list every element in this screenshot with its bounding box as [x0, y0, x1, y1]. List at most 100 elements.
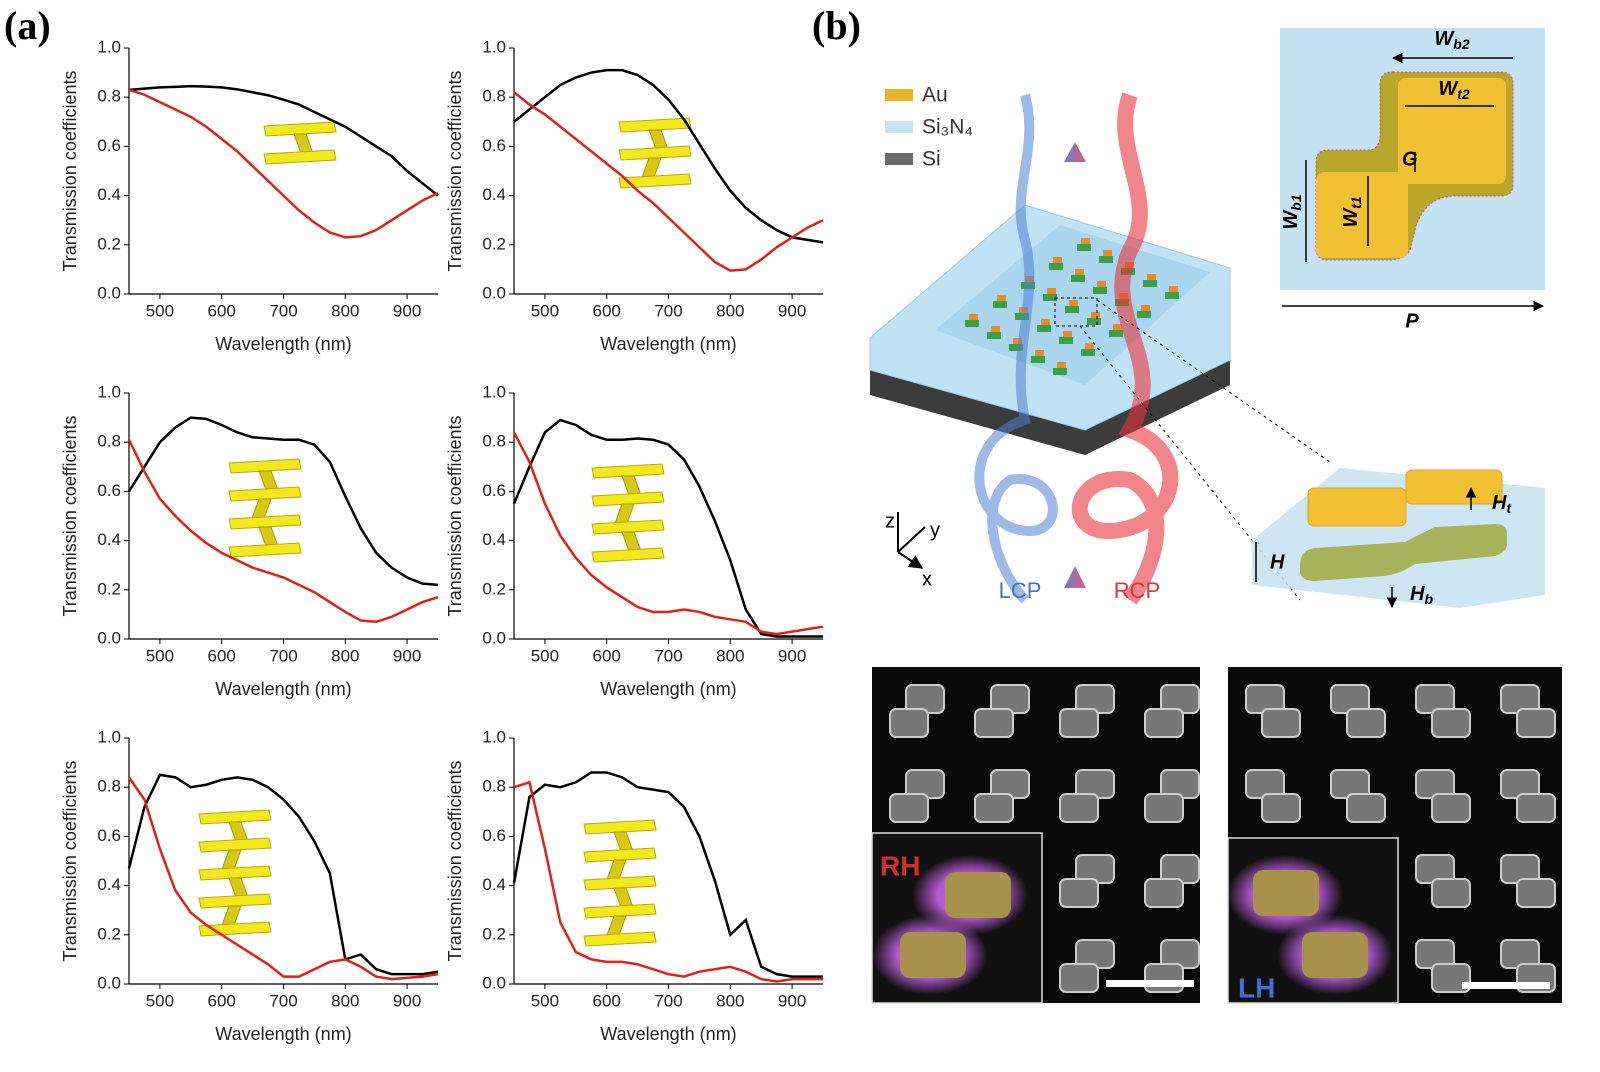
y-tick-label: 0.6	[482, 481, 506, 500]
axis-arrows	[897, 512, 925, 568]
scale-bar	[1462, 982, 1550, 989]
inset-bar	[263, 149, 337, 165]
y-tick-label: 1.0	[482, 382, 506, 401]
nano-top	[1075, 269, 1084, 275]
x-tick-label: 900	[393, 991, 421, 1010]
data-line	[512, 418, 823, 638]
scale-bar	[1106, 980, 1194, 987]
legend-label: Si	[922, 148, 941, 171]
y-axis-title: Transmission coefficients	[445, 70, 465, 271]
nano-base	[965, 320, 979, 327]
x-tick-label: 800	[716, 646, 744, 665]
x-tick-label: 700	[654, 301, 682, 320]
data-line	[128, 84, 439, 197]
rcp-helix	[1071, 92, 1179, 605]
chart: 0.0 0.2 0.4 0.6 0.8 1.0 500 600 700 800 900 Wavelen…	[445, 382, 824, 699]
y-tick-label: 0.8	[97, 87, 121, 106]
au-top	[1405, 469, 1503, 505]
sem-particle	[1253, 870, 1319, 916]
inset-bar	[198, 921, 272, 937]
nano-top	[1041, 319, 1050, 325]
x-axis-title: Wavelength (nm)	[215, 1024, 351, 1044]
nano-top	[1113, 324, 1122, 330]
sem-particle	[1431, 708, 1471, 738]
x-tick-label: 500	[531, 646, 559, 665]
sem-particle	[945, 872, 1011, 918]
nano-base	[1009, 344, 1023, 351]
y-tick-label: 0.0	[482, 973, 506, 992]
nano-base	[1087, 318, 1101, 325]
x-axis-title: Wavelength (nm)	[600, 334, 736, 354]
y-axis-title: Transmission coefficients	[445, 415, 465, 616]
data-line	[513, 68, 824, 244]
data-line	[127, 416, 439, 587]
x-tick-label: 500	[146, 301, 174, 320]
x-tick-label: 500	[146, 646, 174, 665]
inset-bar	[228, 542, 302, 558]
y-tick-label: 0.8	[482, 87, 506, 106]
sem-particle	[1431, 878, 1471, 908]
x-tick-label: 600	[208, 301, 236, 320]
sem-particle	[1144, 793, 1184, 823]
sem-particle	[1431, 963, 1471, 993]
nano-base	[1031, 356, 1045, 363]
dimension-label: Ht	[1492, 492, 1512, 515]
y-tick-label: 0.2	[482, 579, 506, 598]
nano-top	[1053, 257, 1062, 263]
x-tick-label: 700	[269, 646, 297, 665]
dimension-label: Wb1	[1280, 194, 1303, 229]
y-axis-title: Transmission coefficients	[60, 760, 80, 961]
sem-particle	[900, 932, 966, 978]
arrow	[1064, 566, 1086, 588]
nano-base	[1143, 280, 1157, 287]
x-tick-label: 900	[778, 991, 806, 1010]
y-tick-label: 0.6	[482, 136, 506, 155]
axis-label: y	[930, 519, 940, 541]
y-tick-label: 0.0	[482, 283, 506, 302]
nano-top	[1013, 338, 1022, 344]
lcp-helix	[974, 93, 1058, 604]
x-axis-title: Wavelength (nm)	[600, 679, 736, 699]
nano-base	[1099, 256, 1113, 263]
sem-particle	[1144, 878, 1184, 908]
nano-base	[1065, 306, 1079, 313]
nano-top	[1069, 300, 1078, 306]
nano-base	[1043, 294, 1057, 301]
inset-bar	[263, 121, 337, 137]
nano-top	[1063, 331, 1072, 337]
y-tick-label: 0.2	[482, 924, 506, 943]
dimension-label: Wt2	[1438, 78, 1470, 101]
legend-swatch	[885, 153, 913, 165]
inset-bar	[583, 903, 657, 919]
y-tick-label: 0.6	[482, 826, 506, 845]
legend-label: Si₃N₄	[922, 116, 973, 139]
nano-array	[965, 238, 1179, 375]
nano-base	[1071, 275, 1085, 282]
nano-top	[1081, 238, 1090, 244]
x-tick-label: 800	[716, 991, 744, 1010]
legend-swatch	[885, 121, 913, 133]
x-tick-label: 800	[331, 301, 359, 320]
y-tick-label: 0.4	[482, 875, 506, 894]
nano-base	[1077, 244, 1091, 251]
sem-particle	[1144, 963, 1184, 993]
nano-base	[1165, 292, 1179, 299]
inset-bar	[591, 491, 665, 507]
data-line	[127, 773, 439, 976]
nano-top	[1085, 343, 1094, 349]
y-tick-label: 1.0	[97, 382, 121, 401]
nano-top	[991, 326, 1000, 332]
inset-bar	[198, 837, 272, 853]
x-tick-label: 900	[393, 301, 421, 320]
x-tick-label: 600	[593, 301, 621, 320]
axis-label: z	[885, 510, 895, 532]
inset-bar	[228, 458, 302, 474]
data-line	[127, 776, 439, 981]
nano-base	[1081, 349, 1095, 356]
y-tick-label: 1.0	[482, 727, 506, 746]
sem-particle	[1346, 708, 1386, 738]
sem-particle	[974, 793, 1014, 823]
x-tick-label: 700	[654, 991, 682, 1010]
nano-base	[1053, 368, 1067, 375]
